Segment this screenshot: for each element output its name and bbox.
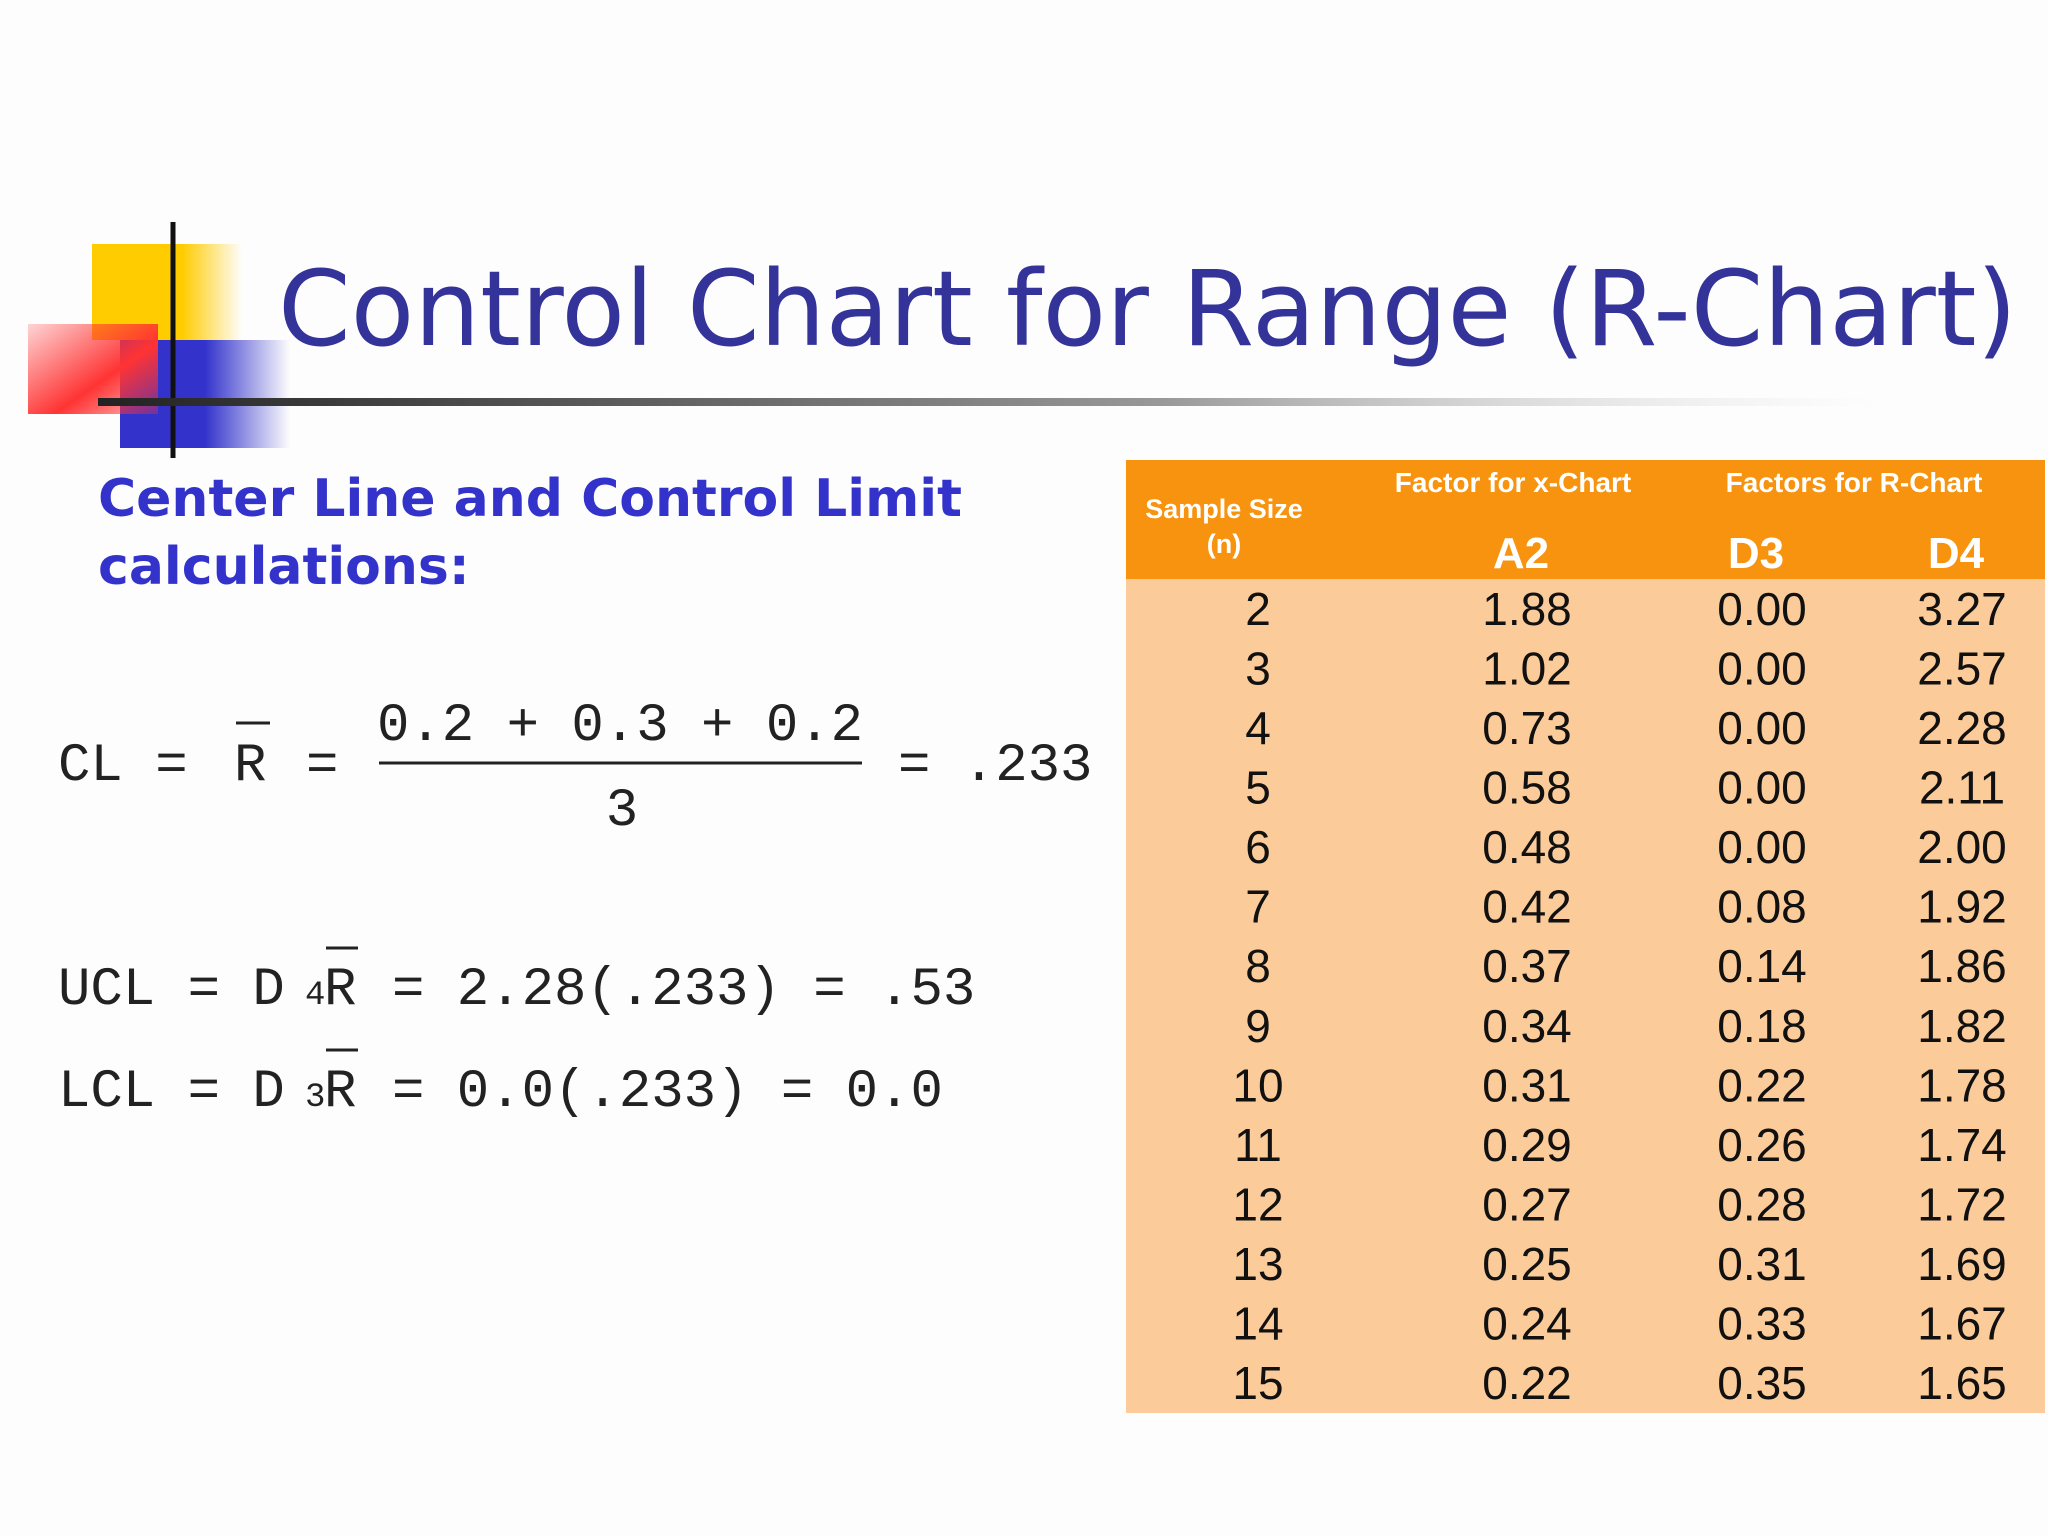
formula-text: = 2.28(.233) = .53 (392, 960, 975, 1021)
table-cell: 0.58 (1482, 762, 1572, 814)
subtitle: Center Line and Control Limit (98, 469, 962, 529)
column-header: D4 (1928, 529, 1985, 578)
table-cell: 0.00 (1717, 642, 1807, 694)
table-cell: 2.28 (1917, 702, 2007, 754)
formula-text: = .233 (898, 736, 1092, 797)
table-cell: 1.86 (1917, 940, 2007, 992)
table-cell: 8 (1245, 940, 1271, 992)
table-cell: 2 (1245, 583, 1271, 635)
table-cell: 0.35 (1717, 1357, 1807, 1409)
table-header: Sample Size (1145, 494, 1303, 524)
formula-text: UCL = D (58, 960, 285, 1021)
formula-text: 4 (305, 977, 325, 1015)
table-cell: 0.00 (1717, 702, 1807, 754)
table-cell: 15 (1232, 1357, 1283, 1409)
table-cell: 0.37 (1482, 940, 1572, 992)
table-header: (n) (1207, 529, 1241, 559)
table-cell: 2.00 (1917, 821, 2007, 873)
table-cell: 1.67 (1917, 1298, 2007, 1350)
table-cell: 3 (1245, 642, 1271, 694)
table-cell: 0.08 (1717, 881, 1807, 933)
table-cell: 11 (1234, 1119, 1282, 1171)
formula-text: 3 (305, 1079, 325, 1117)
table-cell: 7 (1245, 881, 1271, 933)
formula-text: R (324, 1062, 356, 1123)
table-cell: 0.22 (1717, 1059, 1807, 1111)
table-cell: 1.02 (1482, 642, 1572, 694)
table-cell: 3.27 (1917, 583, 2007, 635)
table-cell: 13 (1232, 1238, 1283, 1290)
table-cell: 0.42 (1482, 881, 1572, 933)
formula-text: = 0.0(.233) = 0.0 (392, 1062, 943, 1123)
factor-table: Sample Size (n) Factor for x-Chart Facto… (1126, 460, 2045, 1413)
table-cell: 0.28 (1717, 1179, 1807, 1231)
table-cell: 0.00 (1717, 821, 1807, 873)
table-cell: 0.73 (1482, 702, 1572, 754)
table-cell: 0.22 (1482, 1357, 1572, 1409)
table-cell: 12 (1232, 1179, 1283, 1231)
table-cell: 10 (1232, 1059, 1283, 1111)
formula-text: R (234, 736, 266, 797)
table-cell: 2.11 (1919, 762, 2005, 814)
formula-text: = (306, 736, 338, 797)
table-cell: 1.72 (1917, 1179, 2007, 1231)
formula-cl: CL = R = 0.2 + 0.3 + 0.2 3 = .233 (58, 696, 1092, 842)
formula-lcl: LCL = D 3 R = 0.0(.233) = 0.0 (58, 1048, 943, 1123)
table-cell: 14 (1232, 1298, 1283, 1350)
table-cell: 0.31 (1482, 1059, 1572, 1111)
table-cell: 1.69 (1917, 1238, 2007, 1290)
table-cell: 0.00 (1717, 762, 1807, 814)
table-cell: 0.26 (1717, 1119, 1807, 1171)
table-cell: 0.34 (1482, 1000, 1572, 1052)
table-header: Factors for R-Chart (1726, 467, 1983, 498)
table-cell: 0.29 (1482, 1119, 1572, 1171)
table-cell: 0.25 (1482, 1238, 1572, 1290)
column-header: A2 (1493, 529, 1549, 578)
table-cell: 0.31 (1717, 1238, 1807, 1290)
slide-title: Control Chart for Range (R-Chart) (278, 248, 2017, 370)
formula-text: 3 (606, 781, 638, 842)
table-cell: 6 (1245, 821, 1271, 873)
table-cell: 0.18 (1717, 1000, 1807, 1052)
formula-text: 0.2 + 0.3 + 0.2 (377, 696, 863, 757)
table-cell: 1.65 (1917, 1357, 2007, 1409)
table-cell: 0.33 (1717, 1298, 1807, 1350)
table-cell: 2.57 (1917, 642, 2007, 694)
table-cell: 0.00 (1717, 583, 1807, 635)
table-cell: 1.92 (1917, 881, 2007, 933)
formula-text: LCL = D (58, 1062, 285, 1123)
table-cell: 0.24 (1482, 1298, 1572, 1350)
table-cell: 5 (1245, 762, 1271, 814)
table-cell: 1.88 (1482, 583, 1572, 635)
table-cell: 9 (1245, 1000, 1271, 1052)
table-cell: 1.82 (1917, 1000, 2007, 1052)
column-header: D3 (1728, 529, 1784, 578)
decoration (28, 222, 1878, 458)
table-cell: 1.78 (1917, 1059, 2007, 1111)
formula-ucl: UCL = D 4 R = 2.28(.233) = .53 (58, 946, 975, 1021)
table-cell: 1.74 (1917, 1119, 2007, 1171)
subtitle: calculations: (98, 537, 470, 597)
table-cell: 0.27 (1482, 1179, 1572, 1231)
formula-text: R (324, 960, 356, 1021)
table-header: Factor for x-Chart (1395, 467, 1631, 498)
formula-text: CL = (58, 736, 188, 797)
table-cell: 0.14 (1717, 940, 1807, 992)
table-cell: 0.48 (1482, 821, 1572, 873)
table-cell: 4 (1245, 702, 1271, 754)
